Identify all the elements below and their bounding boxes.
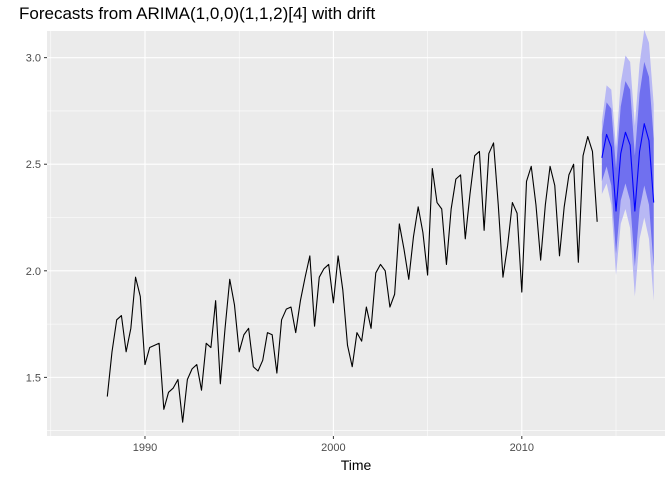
pi80-band-layer: [601, 61, 654, 267]
forecast-mean-line: [601, 123, 655, 212]
x-axis: 1990 2000 2010: [133, 436, 534, 454]
series-layer: [106, 135, 598, 423]
forecast-pi80-band: [601, 61, 654, 267]
plot-panel: [47, 31, 665, 436]
chart-title: Forecasts from ARIMA(1,0,0)(1,1,2)[4] wi…: [19, 4, 376, 23]
x-axis-title: Time: [341, 457, 372, 473]
y-tick-label: 3.0: [26, 53, 41, 65]
y-tick-label: 2.5: [26, 159, 41, 171]
series-line: [106, 135, 598, 423]
x-tick-label: 1990: [133, 442, 157, 454]
forecast-layer: [601, 123, 655, 212]
y-tick-label: 1.5: [26, 372, 41, 384]
y-tick-label: 2.0: [26, 266, 41, 278]
x-tick-label: 2010: [510, 442, 534, 454]
x-tick-label: 2000: [321, 442, 345, 454]
grid-major: [47, 31, 665, 436]
y-axis: 1.5 2.0 2.5 3.0: [26, 53, 47, 384]
